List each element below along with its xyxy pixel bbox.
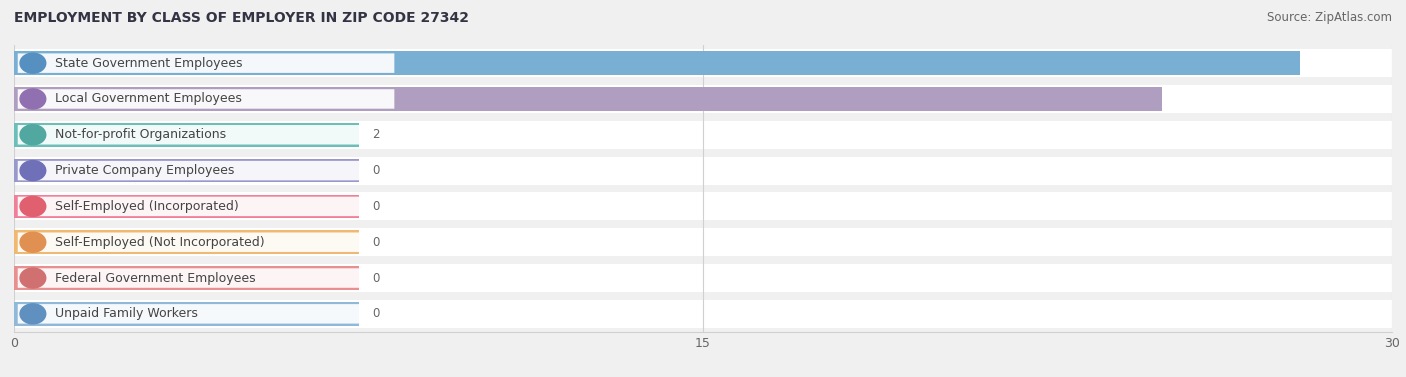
Circle shape: [20, 268, 46, 288]
FancyBboxPatch shape: [14, 85, 1392, 113]
Text: 0: 0: [373, 164, 380, 177]
Bar: [14, 87, 1163, 111]
FancyBboxPatch shape: [18, 233, 394, 252]
Text: 0: 0: [373, 200, 380, 213]
Text: 2: 2: [373, 128, 380, 141]
FancyBboxPatch shape: [14, 228, 1392, 256]
FancyBboxPatch shape: [14, 192, 1392, 221]
Circle shape: [20, 196, 46, 216]
FancyBboxPatch shape: [14, 156, 1392, 185]
Text: 0: 0: [373, 307, 380, 320]
FancyBboxPatch shape: [18, 161, 394, 180]
Text: 28: 28: [1357, 57, 1374, 70]
FancyBboxPatch shape: [18, 125, 394, 144]
FancyBboxPatch shape: [18, 304, 394, 323]
Text: 25: 25: [1357, 92, 1374, 106]
Text: 0: 0: [373, 271, 380, 285]
FancyBboxPatch shape: [18, 54, 394, 73]
Text: 0: 0: [373, 236, 380, 249]
FancyBboxPatch shape: [18, 197, 394, 216]
Circle shape: [20, 161, 46, 181]
Bar: [14, 51, 1301, 75]
FancyBboxPatch shape: [14, 264, 1392, 292]
Circle shape: [20, 125, 46, 145]
Bar: [14, 159, 359, 182]
Text: Unpaid Family Workers: Unpaid Family Workers: [55, 307, 198, 320]
Text: State Government Employees: State Government Employees: [55, 57, 242, 70]
Text: Self-Employed (Incorporated): Self-Employed (Incorporated): [55, 200, 239, 213]
Text: Private Company Employees: Private Company Employees: [55, 164, 235, 177]
Bar: [14, 195, 359, 218]
Text: Federal Government Employees: Federal Government Employees: [55, 271, 256, 285]
FancyBboxPatch shape: [14, 49, 1392, 77]
Text: Self-Employed (Not Incorporated): Self-Employed (Not Incorporated): [55, 236, 264, 249]
FancyBboxPatch shape: [18, 268, 394, 288]
Circle shape: [20, 304, 46, 324]
Bar: [14, 230, 359, 254]
Circle shape: [20, 53, 46, 73]
Text: EMPLOYMENT BY CLASS OF EMPLOYER IN ZIP CODE 27342: EMPLOYMENT BY CLASS OF EMPLOYER IN ZIP C…: [14, 11, 470, 25]
FancyBboxPatch shape: [18, 89, 394, 109]
Circle shape: [20, 89, 46, 109]
Bar: [14, 302, 359, 326]
Text: Not-for-profit Organizations: Not-for-profit Organizations: [55, 128, 226, 141]
FancyBboxPatch shape: [14, 121, 1392, 149]
Text: Source: ZipAtlas.com: Source: ZipAtlas.com: [1267, 11, 1392, 24]
Bar: [14, 123, 359, 147]
Bar: [14, 266, 359, 290]
Circle shape: [20, 232, 46, 252]
Text: Local Government Employees: Local Government Employees: [55, 92, 242, 106]
FancyBboxPatch shape: [14, 300, 1392, 328]
